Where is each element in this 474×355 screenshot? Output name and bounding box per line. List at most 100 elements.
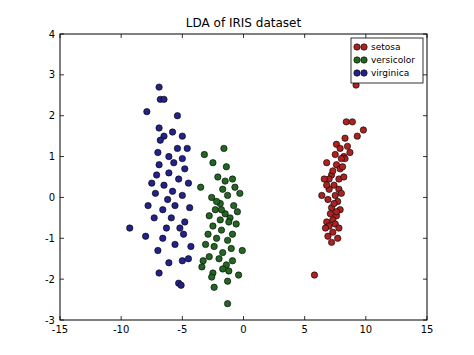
y-tick-right xyxy=(423,197,427,198)
point xyxy=(156,84,162,90)
x-tick-top xyxy=(182,34,183,38)
x-tick xyxy=(182,316,183,320)
x-tick-top xyxy=(243,34,244,38)
point xyxy=(164,196,170,202)
x-tick xyxy=(243,316,244,320)
point xyxy=(337,145,343,151)
point xyxy=(234,209,240,215)
point xyxy=(218,206,224,212)
point xyxy=(327,211,333,217)
point xyxy=(349,119,355,125)
y-tick-right xyxy=(423,238,427,239)
point xyxy=(229,176,235,182)
point xyxy=(197,184,203,190)
point xyxy=(237,190,243,196)
point xyxy=(201,151,207,157)
point xyxy=(319,192,325,198)
x-tick-label: 5 xyxy=(301,324,307,335)
point xyxy=(322,225,328,231)
point xyxy=(235,272,241,278)
point xyxy=(220,186,226,192)
point xyxy=(175,176,181,182)
point xyxy=(188,243,194,249)
point xyxy=(156,125,162,131)
point xyxy=(226,219,232,225)
point xyxy=(325,233,331,239)
legend-marker xyxy=(354,57,360,63)
y-tick-label: 4 xyxy=(49,29,55,40)
point xyxy=(185,256,191,262)
background xyxy=(0,0,474,355)
point xyxy=(178,282,184,288)
point xyxy=(220,249,226,255)
point xyxy=(341,174,347,180)
ticks xyxy=(60,34,427,320)
point xyxy=(155,247,161,253)
point xyxy=(224,237,230,243)
y-tick xyxy=(60,74,64,75)
point xyxy=(342,135,348,141)
point xyxy=(338,155,344,161)
legend-marker xyxy=(354,44,360,50)
y-tick-label: -2 xyxy=(45,274,55,285)
x-tick-label: -5 xyxy=(177,324,187,335)
point xyxy=(177,225,183,231)
point xyxy=(334,235,340,241)
frame xyxy=(60,34,427,320)
point xyxy=(213,235,219,241)
x-tick xyxy=(304,316,305,320)
y-tick-label: -1 xyxy=(45,233,55,244)
y-tick-label: 0 xyxy=(49,192,55,203)
legend-box xyxy=(351,38,423,83)
point xyxy=(172,202,178,208)
point xyxy=(142,233,148,239)
point xyxy=(206,213,212,219)
x-tick xyxy=(365,316,366,320)
point xyxy=(332,192,338,198)
x-tick xyxy=(121,316,122,320)
point xyxy=(155,149,161,155)
y-tick-label: 3 xyxy=(49,69,55,80)
point xyxy=(182,166,188,172)
legend-marker xyxy=(361,57,367,63)
point xyxy=(344,143,350,149)
point xyxy=(206,253,212,259)
point xyxy=(220,266,226,272)
point xyxy=(174,113,180,119)
point xyxy=(339,164,345,170)
point xyxy=(179,133,185,139)
point xyxy=(179,155,185,161)
point xyxy=(229,231,235,237)
x-tick-top xyxy=(121,34,122,38)
chart: LDA of IRIS dataset-15-10-5051015-3-2-10… xyxy=(0,0,474,355)
point xyxy=(169,188,175,194)
point xyxy=(229,258,235,264)
point xyxy=(157,137,163,143)
point xyxy=(333,209,339,215)
point xyxy=(213,198,219,204)
x-tick-label: 10 xyxy=(359,324,372,335)
point xyxy=(221,145,227,151)
point xyxy=(224,278,230,284)
point xyxy=(218,227,224,233)
y-tick xyxy=(60,156,64,157)
point xyxy=(210,223,216,229)
points xyxy=(127,82,367,307)
point xyxy=(199,264,205,270)
point xyxy=(224,300,230,306)
point xyxy=(186,204,192,210)
point xyxy=(215,174,221,180)
point xyxy=(331,200,337,206)
point xyxy=(360,127,366,133)
point xyxy=(149,180,155,186)
point xyxy=(208,274,214,280)
point xyxy=(222,178,228,184)
point xyxy=(338,190,344,196)
point xyxy=(156,270,162,276)
point xyxy=(328,239,334,245)
point xyxy=(202,241,208,247)
point xyxy=(160,235,166,241)
y-tick-label: 2 xyxy=(49,110,55,121)
y-tick-right xyxy=(423,279,427,280)
point xyxy=(347,149,353,155)
